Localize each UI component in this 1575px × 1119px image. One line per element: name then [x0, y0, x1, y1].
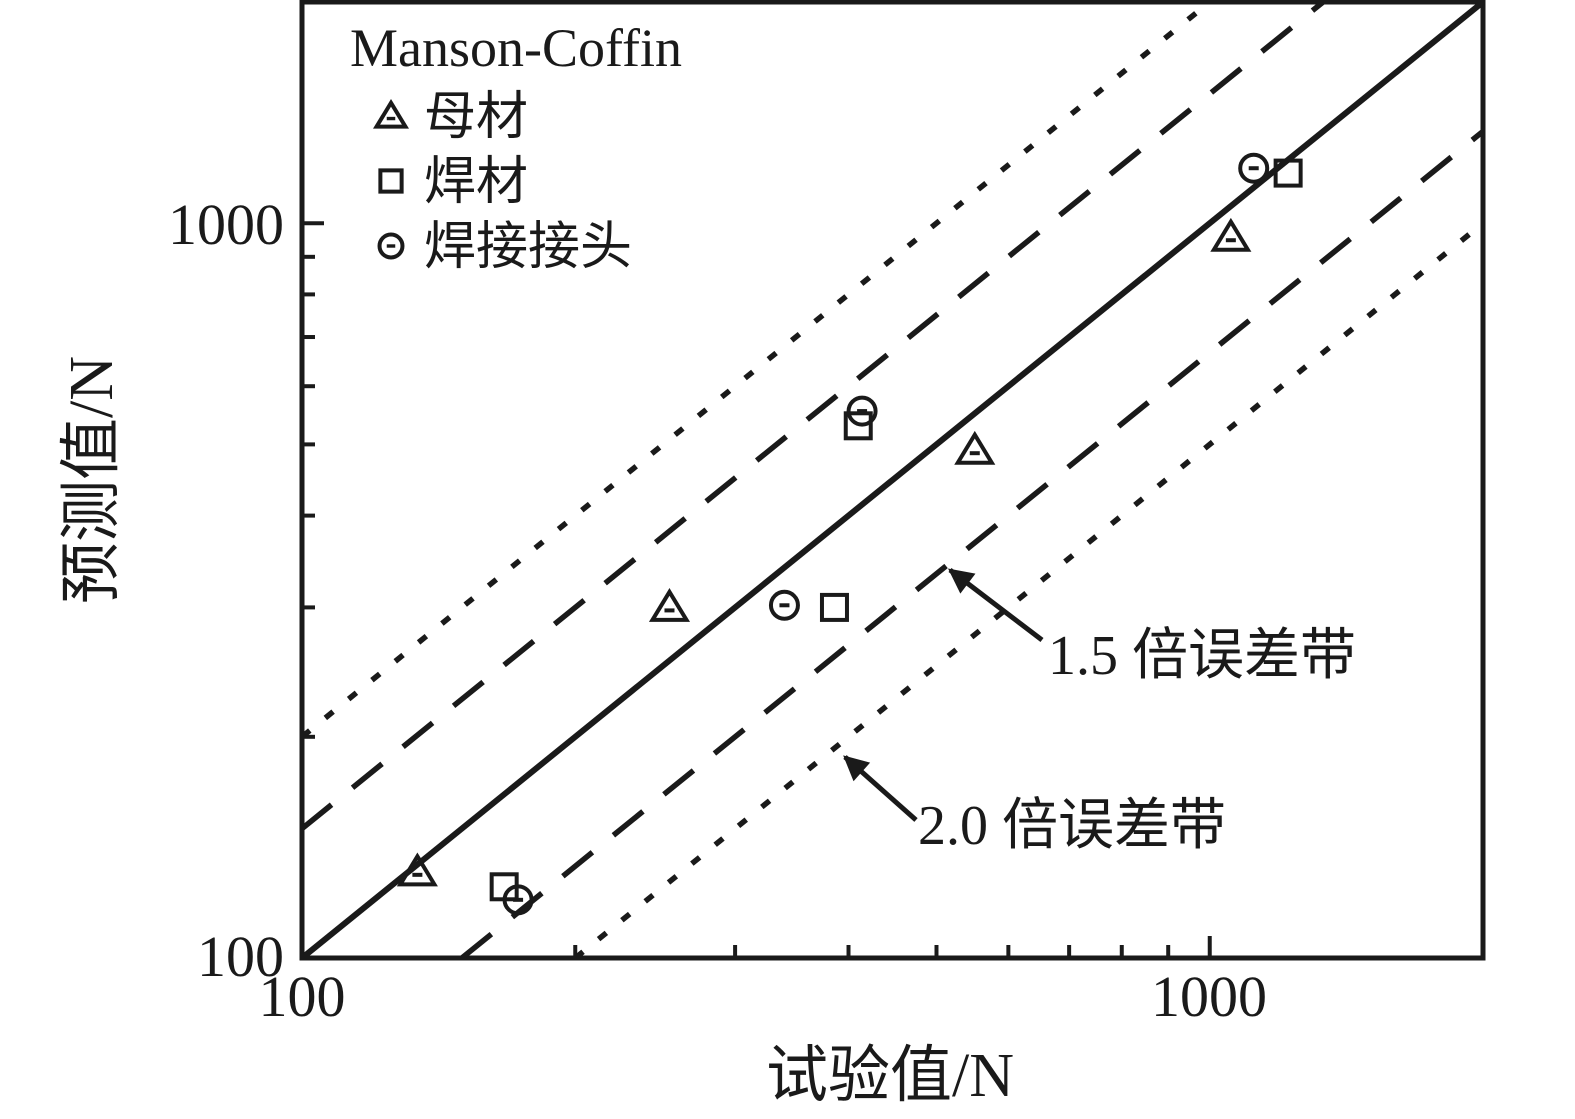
triangle-marker	[648, 588, 691, 622]
triangle-center-dash	[412, 872, 423, 877]
circle-marker	[846, 395, 878, 427]
triangle-center-dash	[386, 116, 396, 121]
legend-label-base-material: 母材	[424, 89, 528, 146]
error-band-1.5-lower	[460, 129, 1483, 958]
triangle-marker	[396, 852, 438, 887]
triangle-center-dash	[1225, 238, 1236, 243]
circle-center-dash	[1248, 166, 1259, 171]
square-marker	[1273, 158, 1303, 188]
triangle-center-dash	[969, 451, 980, 456]
error-band-1.5-upper	[302, 2, 1325, 831]
circle-center-dash	[779, 603, 790, 608]
square-marker	[843, 411, 873, 441]
annotation-label-1-5x: 1.5 倍误差带	[1048, 625, 1356, 687]
triangle-marker	[1210, 217, 1252, 252]
series-circle-dot	[502, 152, 1270, 916]
legend: Manson-Coffin 母材 焊材 焊接接头	[350, 18, 682, 276]
data-points-group	[396, 152, 1303, 916]
legend-label-weld-material: 焊材	[424, 154, 528, 211]
circle-center-dash	[386, 244, 396, 248]
circle-marker	[377, 232, 405, 260]
y-axis-title: 预测值/N	[58, 356, 126, 604]
circle-marker	[1238, 152, 1270, 184]
legend-title: Manson-Coffin	[350, 18, 682, 78]
circle-marker	[768, 589, 800, 621]
series-triangle	[396, 217, 1252, 887]
annotation-label-2-0x: 2.0 倍误差带	[918, 795, 1226, 857]
square-marker	[819, 592, 849, 622]
y-tick-label-1000: 1000	[168, 192, 284, 257]
annotation-arrow-2-0x	[843, 755, 918, 822]
circle-center-dash	[513, 897, 524, 902]
square-marker	[378, 168, 404, 194]
circle-marker	[502, 884, 534, 916]
axis-ticks-group	[300, 221, 1212, 960]
triangle-marker	[372, 98, 410, 129]
legend-symbols-group	[372, 98, 410, 260]
legend-label-welded-joint: 焊接接头	[424, 219, 632, 276]
annotation-2-0x-error-band: 2.0 倍误差带	[843, 755, 1226, 857]
plot-border	[299, 0, 1486, 961]
x-tick-label-100: 100	[259, 964, 346, 1029]
annotation-arrow-1-5x	[948, 568, 1044, 642]
x-axis-title: 试验值/N	[766, 1042, 1014, 1110]
x-tick-label-1000: 1000	[1151, 964, 1267, 1029]
circle-center-dash	[857, 409, 868, 414]
y-tick-label-100: 100	[197, 924, 284, 989]
triangle-marker	[954, 430, 996, 465]
annotation-1-5x-error-band: 1.5 倍误差带	[948, 568, 1356, 687]
triangle-center-dash	[664, 608, 675, 613]
